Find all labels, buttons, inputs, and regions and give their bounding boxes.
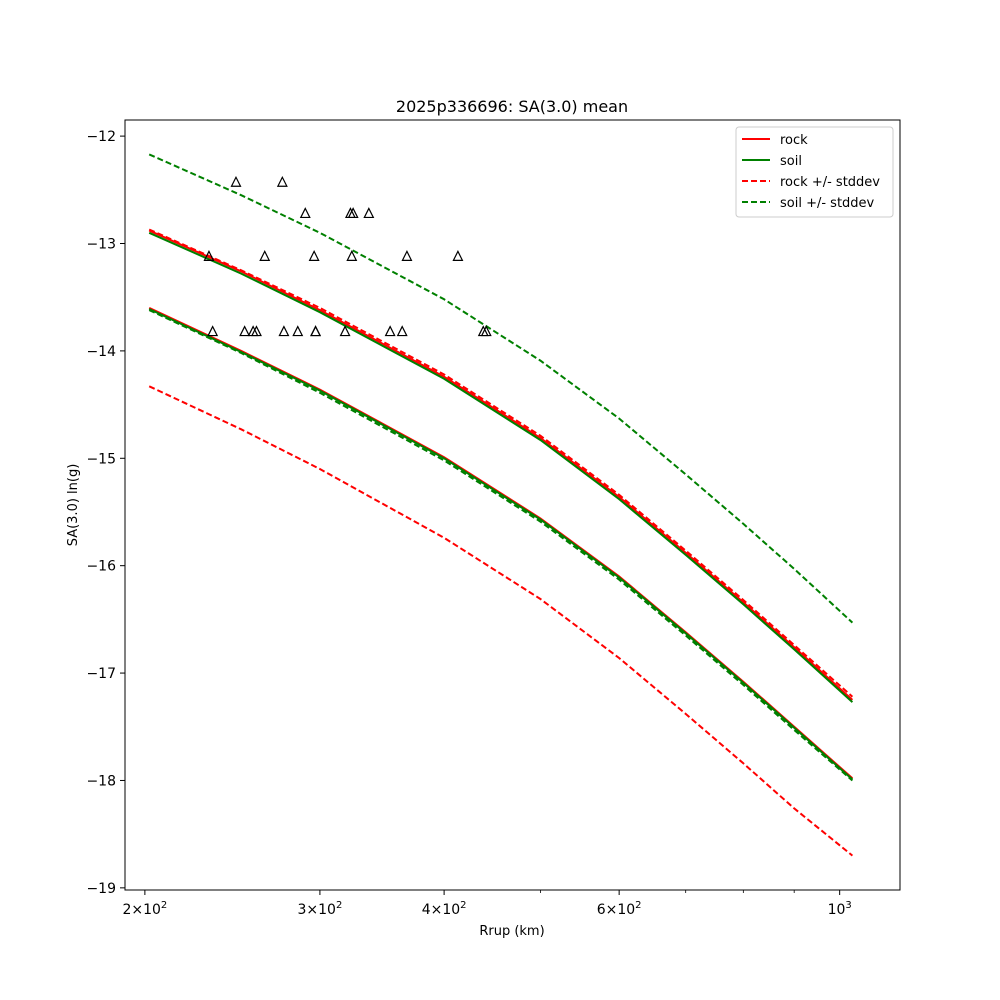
observation-marker xyxy=(452,250,464,261)
observation-marker xyxy=(203,250,215,261)
series-line-soil-stddev-a xyxy=(148,153,854,624)
series-line-rock-b xyxy=(148,229,854,701)
observation-marker xyxy=(278,325,290,337)
plot-area-frame xyxy=(124,119,901,891)
observation-marker xyxy=(239,325,251,337)
observation-marker xyxy=(259,250,271,261)
legend-label: soil +/- stddev xyxy=(780,196,875,211)
observation-marker xyxy=(384,325,396,337)
y-tick-label: −13 xyxy=(86,237,116,253)
series-line-soil-a xyxy=(148,231,854,703)
y-tick-label: −12 xyxy=(86,129,116,145)
observation-marker xyxy=(276,175,288,187)
chart-title: 2025p336696: SA(3.0) mean xyxy=(396,97,628,116)
series-layer xyxy=(148,153,854,857)
observation-markers xyxy=(203,175,492,337)
observation-marker xyxy=(339,325,351,337)
y-tick-label: −17 xyxy=(86,666,116,682)
observation-marker xyxy=(230,175,242,187)
observation-marker xyxy=(480,325,492,337)
y-tick-label: −14 xyxy=(86,344,116,360)
legend-label: rock xyxy=(780,133,808,148)
x-axis-label: Rrup (km) xyxy=(479,924,544,939)
legend-label: rock +/- stddev xyxy=(780,175,880,190)
observation-marker xyxy=(396,325,408,337)
observation-marker xyxy=(347,207,359,219)
x-tick-label: 3×102 xyxy=(298,900,343,918)
y-tick-label: −15 xyxy=(86,451,116,467)
series-line-rock-stddev-a xyxy=(148,228,854,698)
observation-marker xyxy=(310,325,322,337)
observation-marker xyxy=(299,207,311,219)
observation-marker xyxy=(207,325,219,337)
observation-marker xyxy=(363,207,375,219)
y-tick-label: −18 xyxy=(86,773,116,789)
x-tick-label: 2×102 xyxy=(122,900,167,918)
x-tick-label: 6×102 xyxy=(597,900,642,918)
y-axis: −12 −13 −14 −15 −16 −17 −18 −19 xyxy=(86,129,125,897)
x-tick-label: 4×102 xyxy=(422,900,467,918)
observation-marker xyxy=(308,250,320,261)
observation-marker xyxy=(247,325,259,337)
legend-label: soil xyxy=(780,154,802,169)
observation-marker xyxy=(346,250,358,261)
observation-marker xyxy=(401,250,413,261)
y-tick-label: −16 xyxy=(86,559,116,575)
series-line-soil-stddev-b xyxy=(148,309,854,782)
series-line-rock-stddev-b xyxy=(148,385,854,857)
legend: rock soil rock +/- stddev soil +/- stddev xyxy=(735,126,894,218)
legend-frame xyxy=(735,126,894,218)
series-line-soil-b xyxy=(148,308,854,781)
y-axis-label: SA(3.0) ln(g) xyxy=(66,464,81,547)
y-tick-label: −19 xyxy=(86,881,116,897)
observation-marker xyxy=(292,325,304,337)
